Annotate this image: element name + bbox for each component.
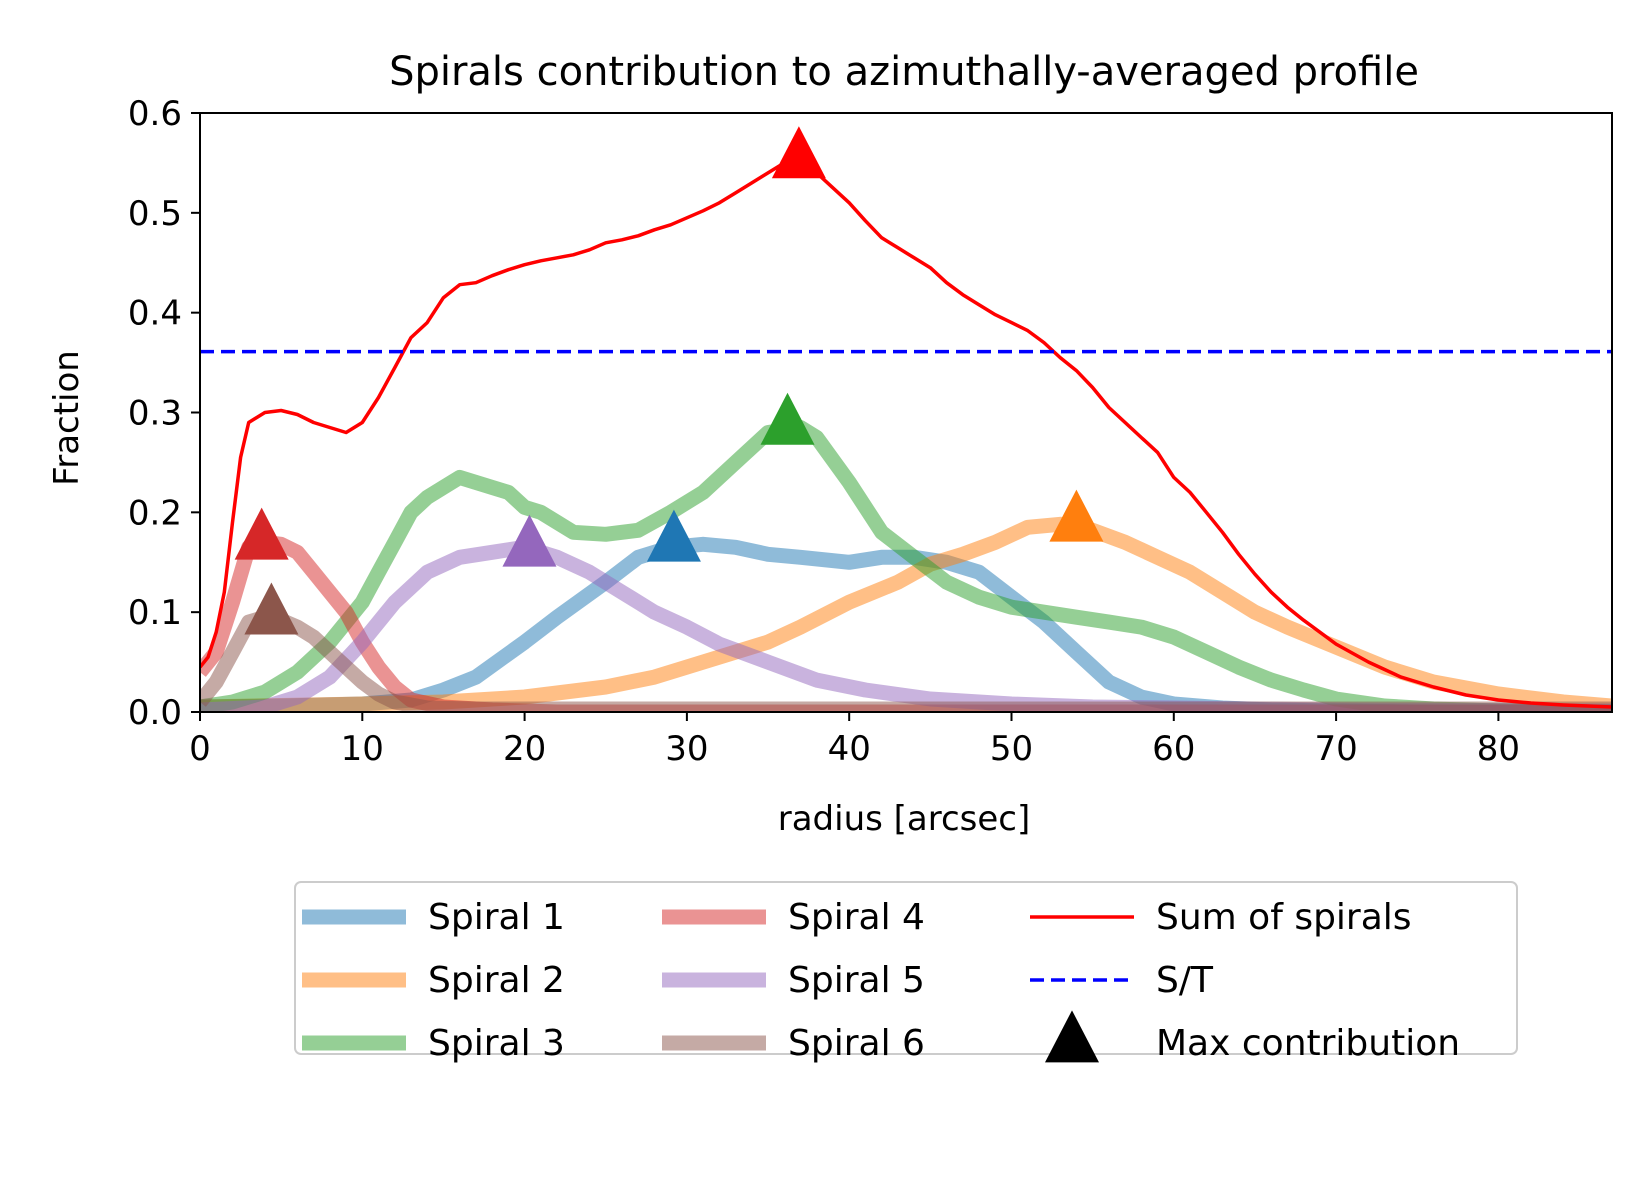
legend-frame: [294, 881, 1518, 1055]
series-line-spiral-3: [200, 420, 1612, 712]
x-tick-label: 0: [189, 729, 211, 769]
x-tick-label: 10: [341, 729, 384, 769]
series-line-spiral-4: [200, 534, 1612, 712]
legend-label-max-contribution: Max contribution: [1156, 1023, 1460, 1064]
max-marker-spiral-1: [646, 509, 701, 562]
legend: Spiral 1 Spiral 2 Spiral 3 Spiral 4 Spiral 5…: [294, 881, 1518, 1064]
x-tick-label: 70: [1314, 729, 1357, 769]
y-tick-label: 0.1: [128, 593, 182, 633]
max-marker-spiral-5: [502, 514, 557, 567]
y-tick-label: 0.4: [128, 294, 182, 334]
x-tick-label: 20: [503, 729, 546, 769]
y-tick-label: 0.5: [128, 194, 182, 234]
y-tick-label: 0.0: [128, 693, 182, 733]
legend-label-spiral-2: Spiral 2: [428, 960, 565, 1001]
y-tick-label: 0.3: [128, 394, 182, 434]
plot-area: 0 10 20 30 40 50 60 70 80 0.0 0.1 0.2 0.3 0.4 0.5 0.6: [128, 94, 1613, 769]
chart-title: Spirals contribution to azimuthally-aver…: [389, 49, 1419, 95]
legend-swatch-max-contribution: [1045, 1010, 1099, 1063]
max-marker-spiral-2: [1049, 489, 1104, 542]
legend-label-spiral-4: Spiral 4: [788, 897, 925, 938]
x-tick-label: 80: [1477, 729, 1520, 769]
max-marker-sum-of-spirals: [771, 126, 826, 179]
y-axis-label: Fraction: [47, 350, 87, 486]
legend-label-spiral-1: Spiral 1: [428, 897, 565, 938]
max-marker-spiral-6: [244, 582, 299, 635]
y-tick-label: 0.2: [128, 493, 182, 533]
x-tick-label: 60: [1152, 729, 1195, 769]
series-line-sum-of-spirals: [200, 159, 1612, 709]
x-tick-label: 50: [990, 729, 1033, 769]
legend-label-s-t: S/T: [1156, 960, 1214, 1001]
x-axis-label: radius [arcsec]: [778, 799, 1031, 839]
x-tick-label: 40: [828, 729, 871, 769]
x-tick-label: 30: [665, 729, 708, 769]
legend-label-spiral-3: Spiral 3: [428, 1023, 565, 1064]
max-marker-spiral-4: [234, 507, 289, 560]
max-marker-spiral-3: [760, 392, 815, 445]
legend-label-sum-of-spirals: Sum of spirals: [1156, 897, 1412, 938]
y-tick-label: 0.6: [128, 94, 182, 134]
axes-frame: [199, 112, 1613, 713]
series-group: [200, 159, 1612, 712]
legend-label-spiral-6: Spiral 6: [788, 1023, 925, 1064]
legend-label-spiral-5: Spiral 5: [788, 960, 925, 1001]
